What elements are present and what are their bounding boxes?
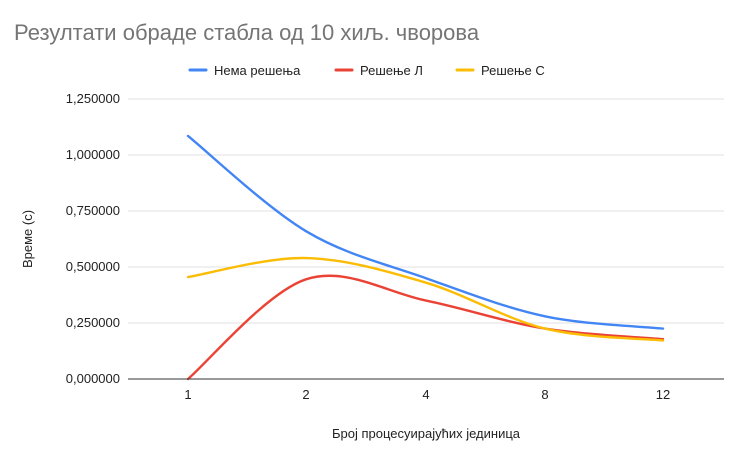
series-3-point — [662, 339, 664, 341]
legend-label: Нема решења — [214, 63, 301, 78]
y-tick-label: 1,250000 — [66, 91, 120, 106]
series-3-point — [305, 257, 307, 259]
y-tick-label: 0,250000 — [66, 315, 120, 330]
series-lines — [186, 134, 665, 381]
series-line-1 — [186, 134, 665, 330]
x-tick-label: 8 — [541, 387, 548, 402]
series-1-point — [662, 327, 664, 329]
series-1-point — [187, 135, 189, 137]
series-2-point — [425, 299, 427, 301]
y-tick-label: 0,750000 — [66, 203, 120, 218]
gridlines — [128, 98, 724, 324]
legend-label: Решење С — [481, 63, 545, 78]
series-3-point — [425, 281, 427, 283]
x-axis-title: Број процесуирајућих јединица — [332, 426, 521, 441]
y-tick-label: 0,000000 — [66, 371, 120, 386]
x-tick-label: 2 — [302, 387, 309, 402]
y-axis-ticks: 0,000000 0,250000 0,500000 0,750000 1,000000… — [66, 91, 120, 386]
series-2-point — [305, 278, 307, 280]
legend-label: Решење Л — [360, 63, 423, 78]
series-1-point — [544, 315, 546, 317]
legend-item[interactable]: Нема решења — [188, 63, 301, 78]
y-axis-title: Време (с) — [20, 210, 35, 268]
chart-title: Резултати обраде стабла од 10 хиљ. чворо… — [14, 20, 480, 45]
series-line-2 — [186, 274, 665, 381]
x-tick-label: 12 — [656, 387, 670, 402]
x-tick-label: 1 — [184, 387, 191, 402]
series-1-point — [425, 277, 427, 279]
series-1-point — [305, 230, 307, 232]
y-tick-label: 1,000000 — [66, 147, 120, 162]
series-3-point — [544, 327, 546, 329]
legend-item[interactable]: Решење С — [455, 63, 545, 78]
legend-item[interactable]: Решење Л — [334, 63, 423, 78]
series-3-point — [187, 276, 189, 278]
x-tick-label: 4 — [422, 387, 429, 402]
y-tick-label: 0,500000 — [66, 259, 120, 274]
chart-legend: Нема решења Решење Л Решење С — [188, 63, 545, 78]
x-axis-ticks: 1 2 4 8 12 — [184, 387, 670, 402]
series-line-3 — [186, 256, 665, 342]
